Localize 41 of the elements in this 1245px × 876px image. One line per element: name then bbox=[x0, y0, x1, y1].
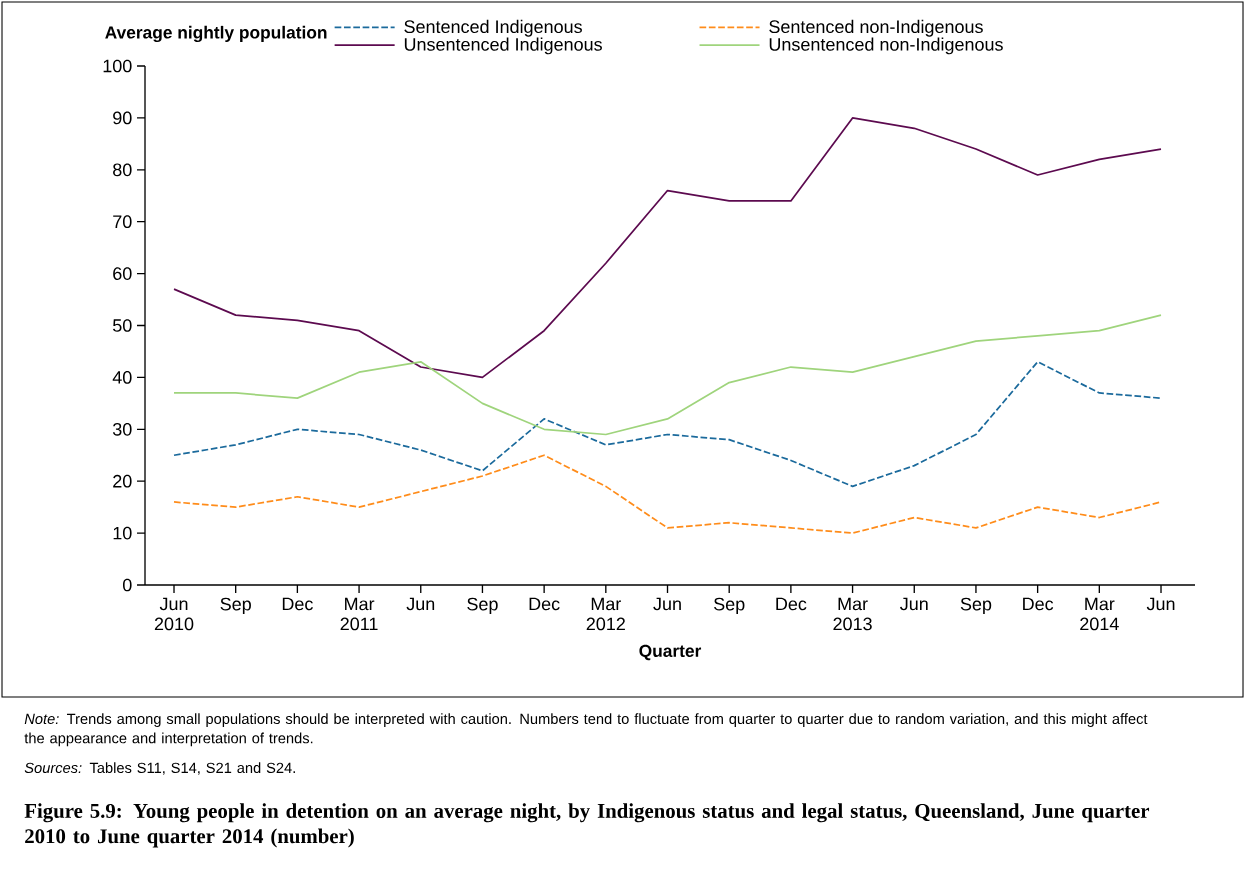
line-series bbox=[173, 360, 1162, 488]
legend-label: Sentenced Indigenous bbox=[404, 19, 582, 37]
x-tick-label: Jun bbox=[653, 597, 681, 611]
x-tick-label: Dec bbox=[529, 597, 560, 611]
y-tick-label: 80 bbox=[113, 163, 132, 177]
x-tick-label: Jun bbox=[1146, 597, 1175, 611]
line-series bbox=[173, 454, 1162, 534]
x-tick-label: Mar 2013 bbox=[833, 597, 872, 631]
y-tick-label: 0 bbox=[122, 578, 132, 592]
x-tick-label: Jun 2010 bbox=[154, 597, 194, 631]
x-tick-label: Dec bbox=[776, 597, 807, 611]
y-tick-label: 100 bbox=[103, 59, 132, 73]
y-tick-label: 40 bbox=[112, 371, 132, 384]
text: Note: Trends among small populations should be interpreted with caution. Numbers tend to fluctuate from quarter to quarter due to random variation, and this might affect the appearance and interpretation of trends. bbox=[24, 713, 1148, 747]
y-tick-label: 20 bbox=[113, 474, 132, 488]
x-tick-label: Jun bbox=[900, 597, 928, 611]
y-tick-label: 70 bbox=[113, 215, 132, 229]
line-series bbox=[173, 117, 1162, 379]
x-tick-label: Sep bbox=[714, 597, 745, 615]
x-axis-title: Quarter bbox=[639, 644, 702, 661]
line-series bbox=[173, 314, 1162, 436]
x-tick-label: Mar 2011 bbox=[340, 597, 378, 631]
x-tick-label: Sep bbox=[960, 597, 992, 615]
x-tick-label: Mar 2014 bbox=[1080, 597, 1119, 631]
y-tick-label: 10 bbox=[113, 526, 132, 540]
x-tick-label: Dec bbox=[282, 597, 313, 611]
legend-label: Unsentenced non-Indigenous bbox=[769, 37, 1003, 55]
x-tick-label: Mar 2012 bbox=[586, 597, 625, 631]
y-tick-label: 50 bbox=[112, 319, 132, 332]
y-tick-label: 90 bbox=[113, 111, 132, 125]
text: Sources: Tables S11, S14, S21 and S24. bbox=[24, 762, 295, 775]
x-tick-label: Dec bbox=[1023, 597, 1054, 611]
x-tick-label: Sep bbox=[467, 597, 498, 615]
text: Figure 5.9: Young people in detention on an average night, by Indigenous status and legal status, Queensland, June quarter 2010 to June quarter 2014 (number) bbox=[24, 803, 1150, 848]
legend-label: Unsentenced Indigenous bbox=[404, 37, 602, 55]
y-tick-label: 60 bbox=[113, 267, 132, 280]
legend-label: Sentenced non-Indigenous bbox=[769, 19, 983, 37]
y-tick-label: 30 bbox=[112, 422, 132, 436]
x-tick-label: Jun bbox=[406, 597, 435, 611]
y-axis-title: Average nightly population bbox=[105, 25, 327, 43]
x-tick-label: Sep bbox=[220, 597, 251, 615]
